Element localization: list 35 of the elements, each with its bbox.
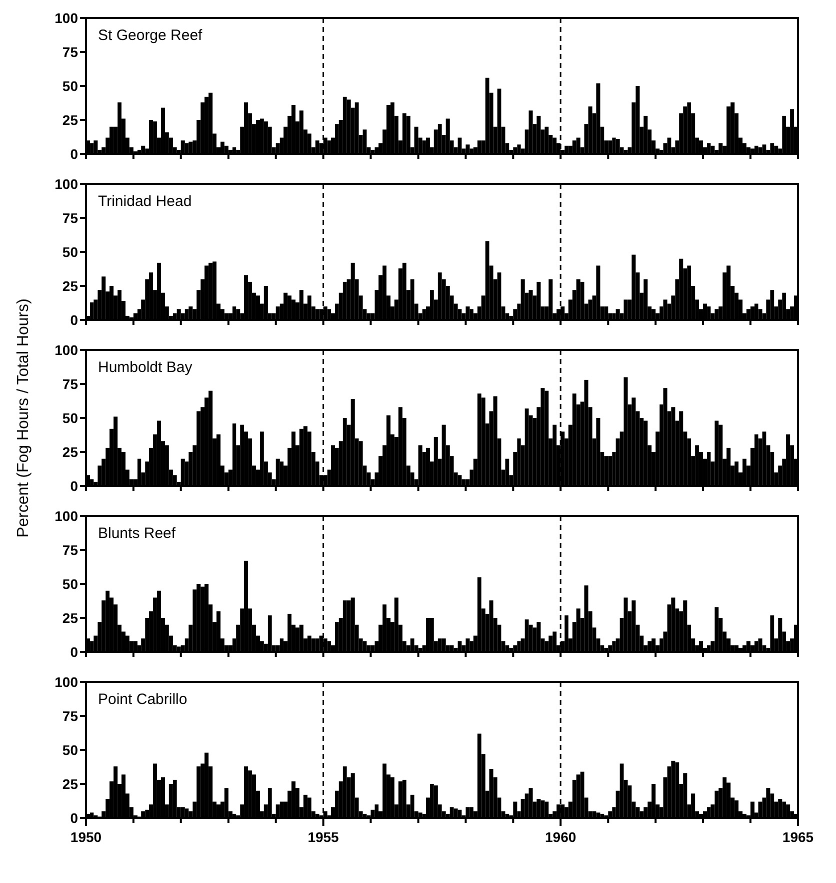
text: Point Cabrillo [98, 691, 188, 708]
text: Blunts Reef [98, 525, 176, 542]
y-tick-label: 0 [70, 478, 78, 494]
y-tick-label: 25 [62, 776, 78, 792]
text: Trinidad Head [98, 193, 192, 210]
y-tick-label: 25 [62, 278, 78, 294]
text: Humboldt Bay [98, 359, 193, 376]
y-tick-label: 100 [54, 508, 78, 524]
y-tick-label: 50 [62, 410, 78, 426]
y-tick-label: 50 [62, 244, 78, 260]
y-tick-label: 75 [62, 376, 78, 392]
x-tick-label: 1955 [308, 829, 340, 845]
y-tick-label: 0 [70, 146, 78, 162]
y-tick-label: 0 [70, 810, 78, 826]
y-tick-label: 25 [62, 112, 78, 128]
y-tick-label: 100 [54, 10, 78, 26]
y-tick-label: 0 [70, 312, 78, 328]
y-tick-label: 75 [62, 542, 78, 558]
y-axis-title: Percent (Fog Hours / Total Hours) [15, 298, 32, 538]
y-tick-label: 100 [54, 342, 78, 358]
text: St George Reef [98, 27, 204, 44]
y-tick-label: 75 [62, 708, 78, 724]
y-tick-label: 75 [62, 210, 78, 226]
y-tick-label: 50 [62, 576, 78, 592]
y-tick-label: 25 [62, 610, 78, 626]
y-tick-label: 50 [62, 742, 78, 758]
y-tick-label: 25 [62, 444, 78, 460]
y-tick-label: 100 [54, 176, 78, 192]
x-tick-label: 1960 [545, 829, 576, 845]
y-tick-label: 75 [62, 44, 78, 60]
y-tick-label: 100 [54, 674, 78, 690]
y-tick-label: 50 [62, 78, 78, 94]
x-tick-label: 1965 [782, 829, 814, 845]
y-tick-label: 0 [70, 644, 78, 660]
x-tick-label: 1950 [70, 829, 102, 845]
